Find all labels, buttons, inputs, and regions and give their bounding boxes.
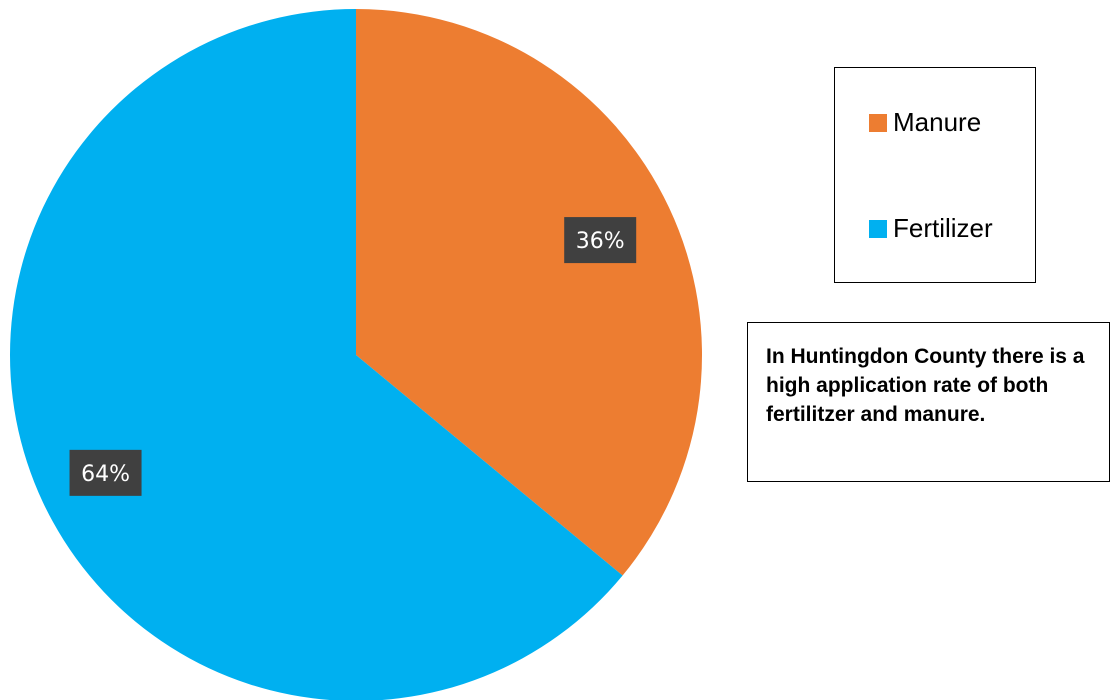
annotation-text: In Huntingdon County there is a high app… [766,345,1085,426]
data-label-background [564,217,637,264]
pie-data-labels: 36% 64% [69,217,637,496]
legend-swatch-manure [869,113,887,132]
legend-item-fertilizer: Fertilizer [869,213,993,244]
legend-label-manure: Manure [893,107,982,137]
annotation-box: In Huntingdon County there is a high app… [747,322,1110,482]
legend-item-manure: Manure [869,107,981,138]
legend: Manure Fertilizer [834,67,1036,283]
data-label-text: 36% [576,229,625,254]
pie-slice-manure [356,9,702,576]
pie-slices [10,9,702,700]
data-label-text: 64% [81,462,130,487]
data-label-background [69,449,142,496]
data-label-manure: 36% [564,217,637,264]
legend-swatch-fertilizer [869,219,887,238]
legend-label-fertilizer: Fertilizer [893,213,993,243]
data-label-fertilizer: 64% [69,449,142,496]
pie-slice-fertilizer [10,9,623,700]
